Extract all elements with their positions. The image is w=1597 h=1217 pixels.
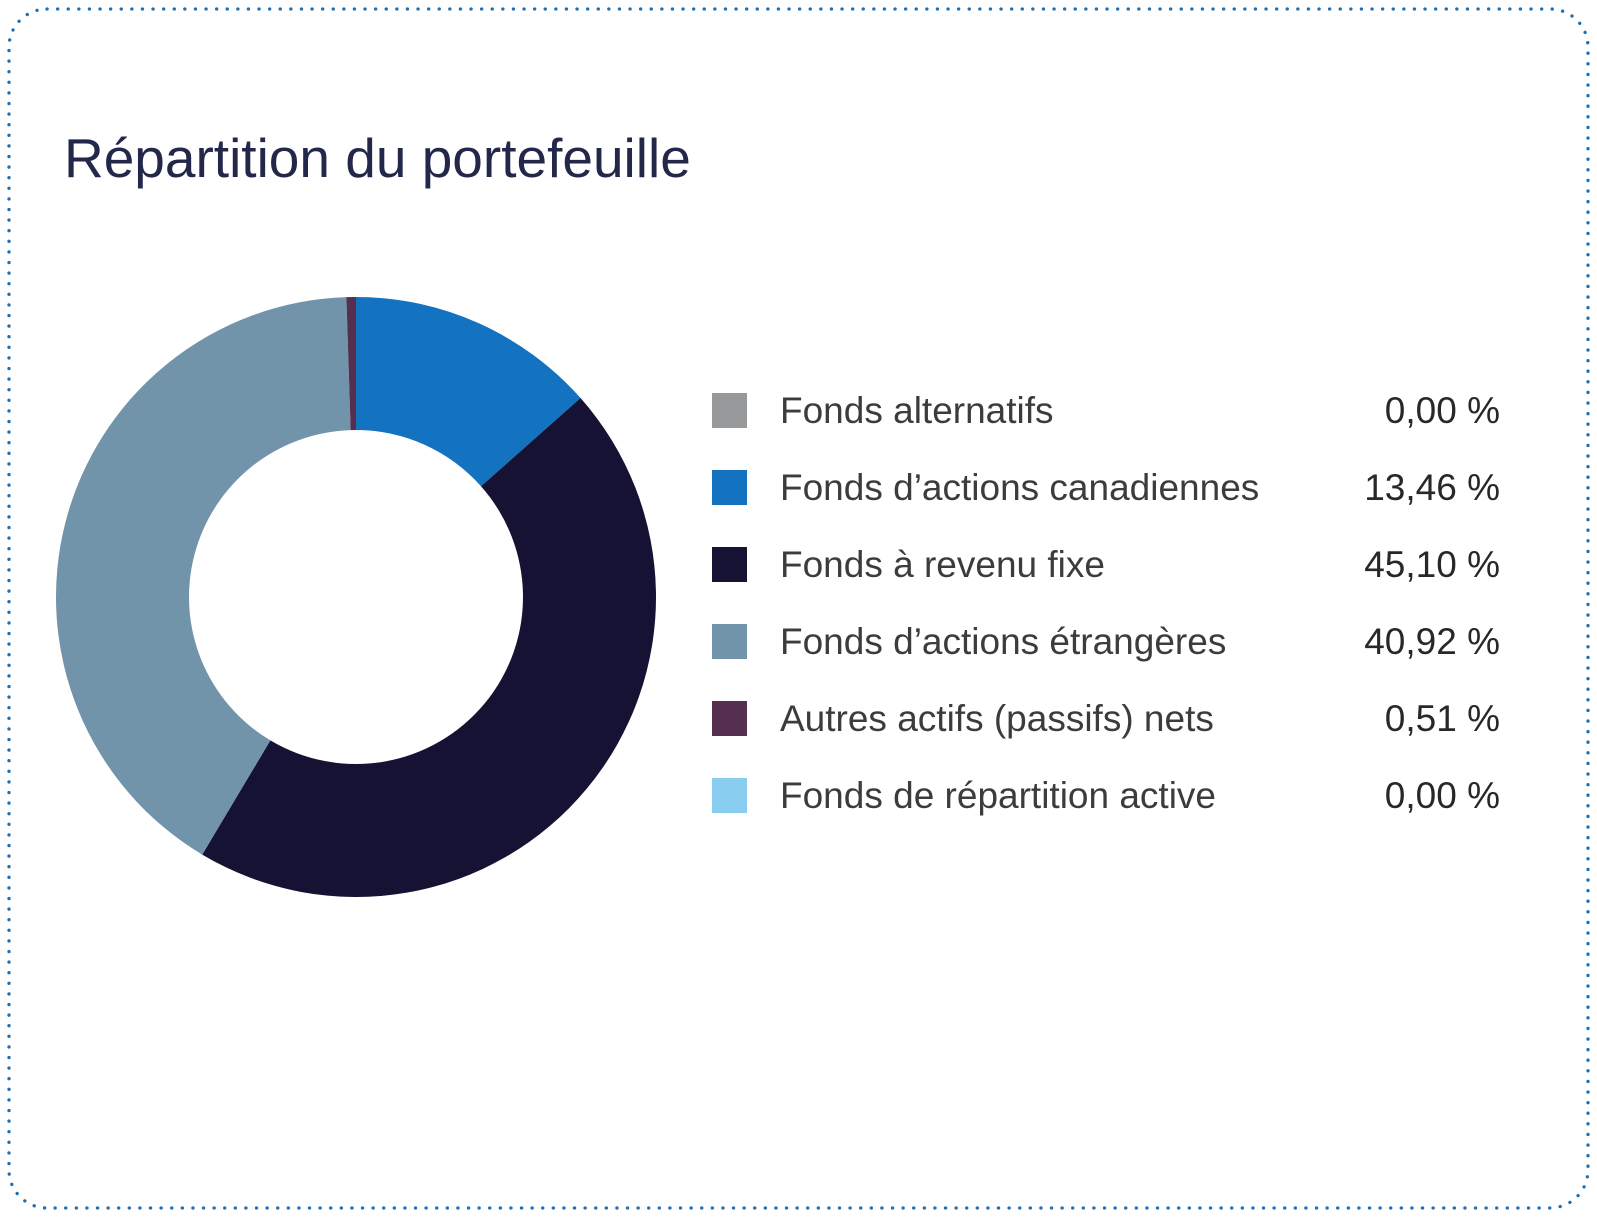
legend-label: Fonds d’actions canadiennes <box>780 466 1260 508</box>
legend-label: Fonds alternatifs <box>780 389 1054 431</box>
legend-label: Autres actifs (passifs) nets <box>780 697 1214 739</box>
legend-row: Fonds d’actions étrangères 40,92 % <box>700 603 1500 680</box>
legend-value: 0,00 % <box>1384 389 1500 431</box>
legend-swatch-fonds-actions-canadiennes <box>712 470 747 505</box>
legend-label: Fonds à revenu fixe <box>780 543 1105 585</box>
legend-swatch-autres-actifs <box>712 701 747 736</box>
legend-value: 13,46 % <box>1364 466 1500 508</box>
donut-chart <box>55 296 657 898</box>
legend-swatch-fonds-alternatifs <box>712 393 747 428</box>
legend-row: Fonds de répartition active 0,00 % <box>700 757 1500 834</box>
legend-value: 40,92 % <box>1364 620 1500 662</box>
legend-swatch-fonds-repartition-active <box>712 778 747 813</box>
legend-value: 0,00 % <box>1384 774 1500 816</box>
legend-label: Fonds d’actions étrangères <box>780 620 1227 662</box>
legend-swatch-fonds-revenu-fixe <box>712 547 747 582</box>
donut-slice <box>55 297 351 855</box>
chart-title: Répartition du portefeuille <box>64 127 691 189</box>
legend-row: Autres actifs (passifs) nets 0,51 % <box>700 680 1500 757</box>
donut-slice <box>202 398 657 898</box>
donut-slice <box>356 297 581 487</box>
legend: Fonds alternatifs 0,00 % Fonds d’actions… <box>700 372 1500 834</box>
legend-label: Fonds de répartition active <box>780 774 1217 816</box>
legend-row: Fonds alternatifs 0,00 % <box>700 372 1500 449</box>
donut-slice <box>346 296 356 431</box>
legend-value: 0,51 % <box>1384 697 1500 739</box>
legend-value: 45,10 % <box>1364 543 1500 585</box>
legend-row: Fonds d’actions canadiennes 13,46 % <box>700 449 1500 526</box>
legend-row: Fonds à revenu fixe 45,10 % <box>700 526 1500 603</box>
legend-swatch-fonds-actions-etrangeres <box>712 624 747 659</box>
